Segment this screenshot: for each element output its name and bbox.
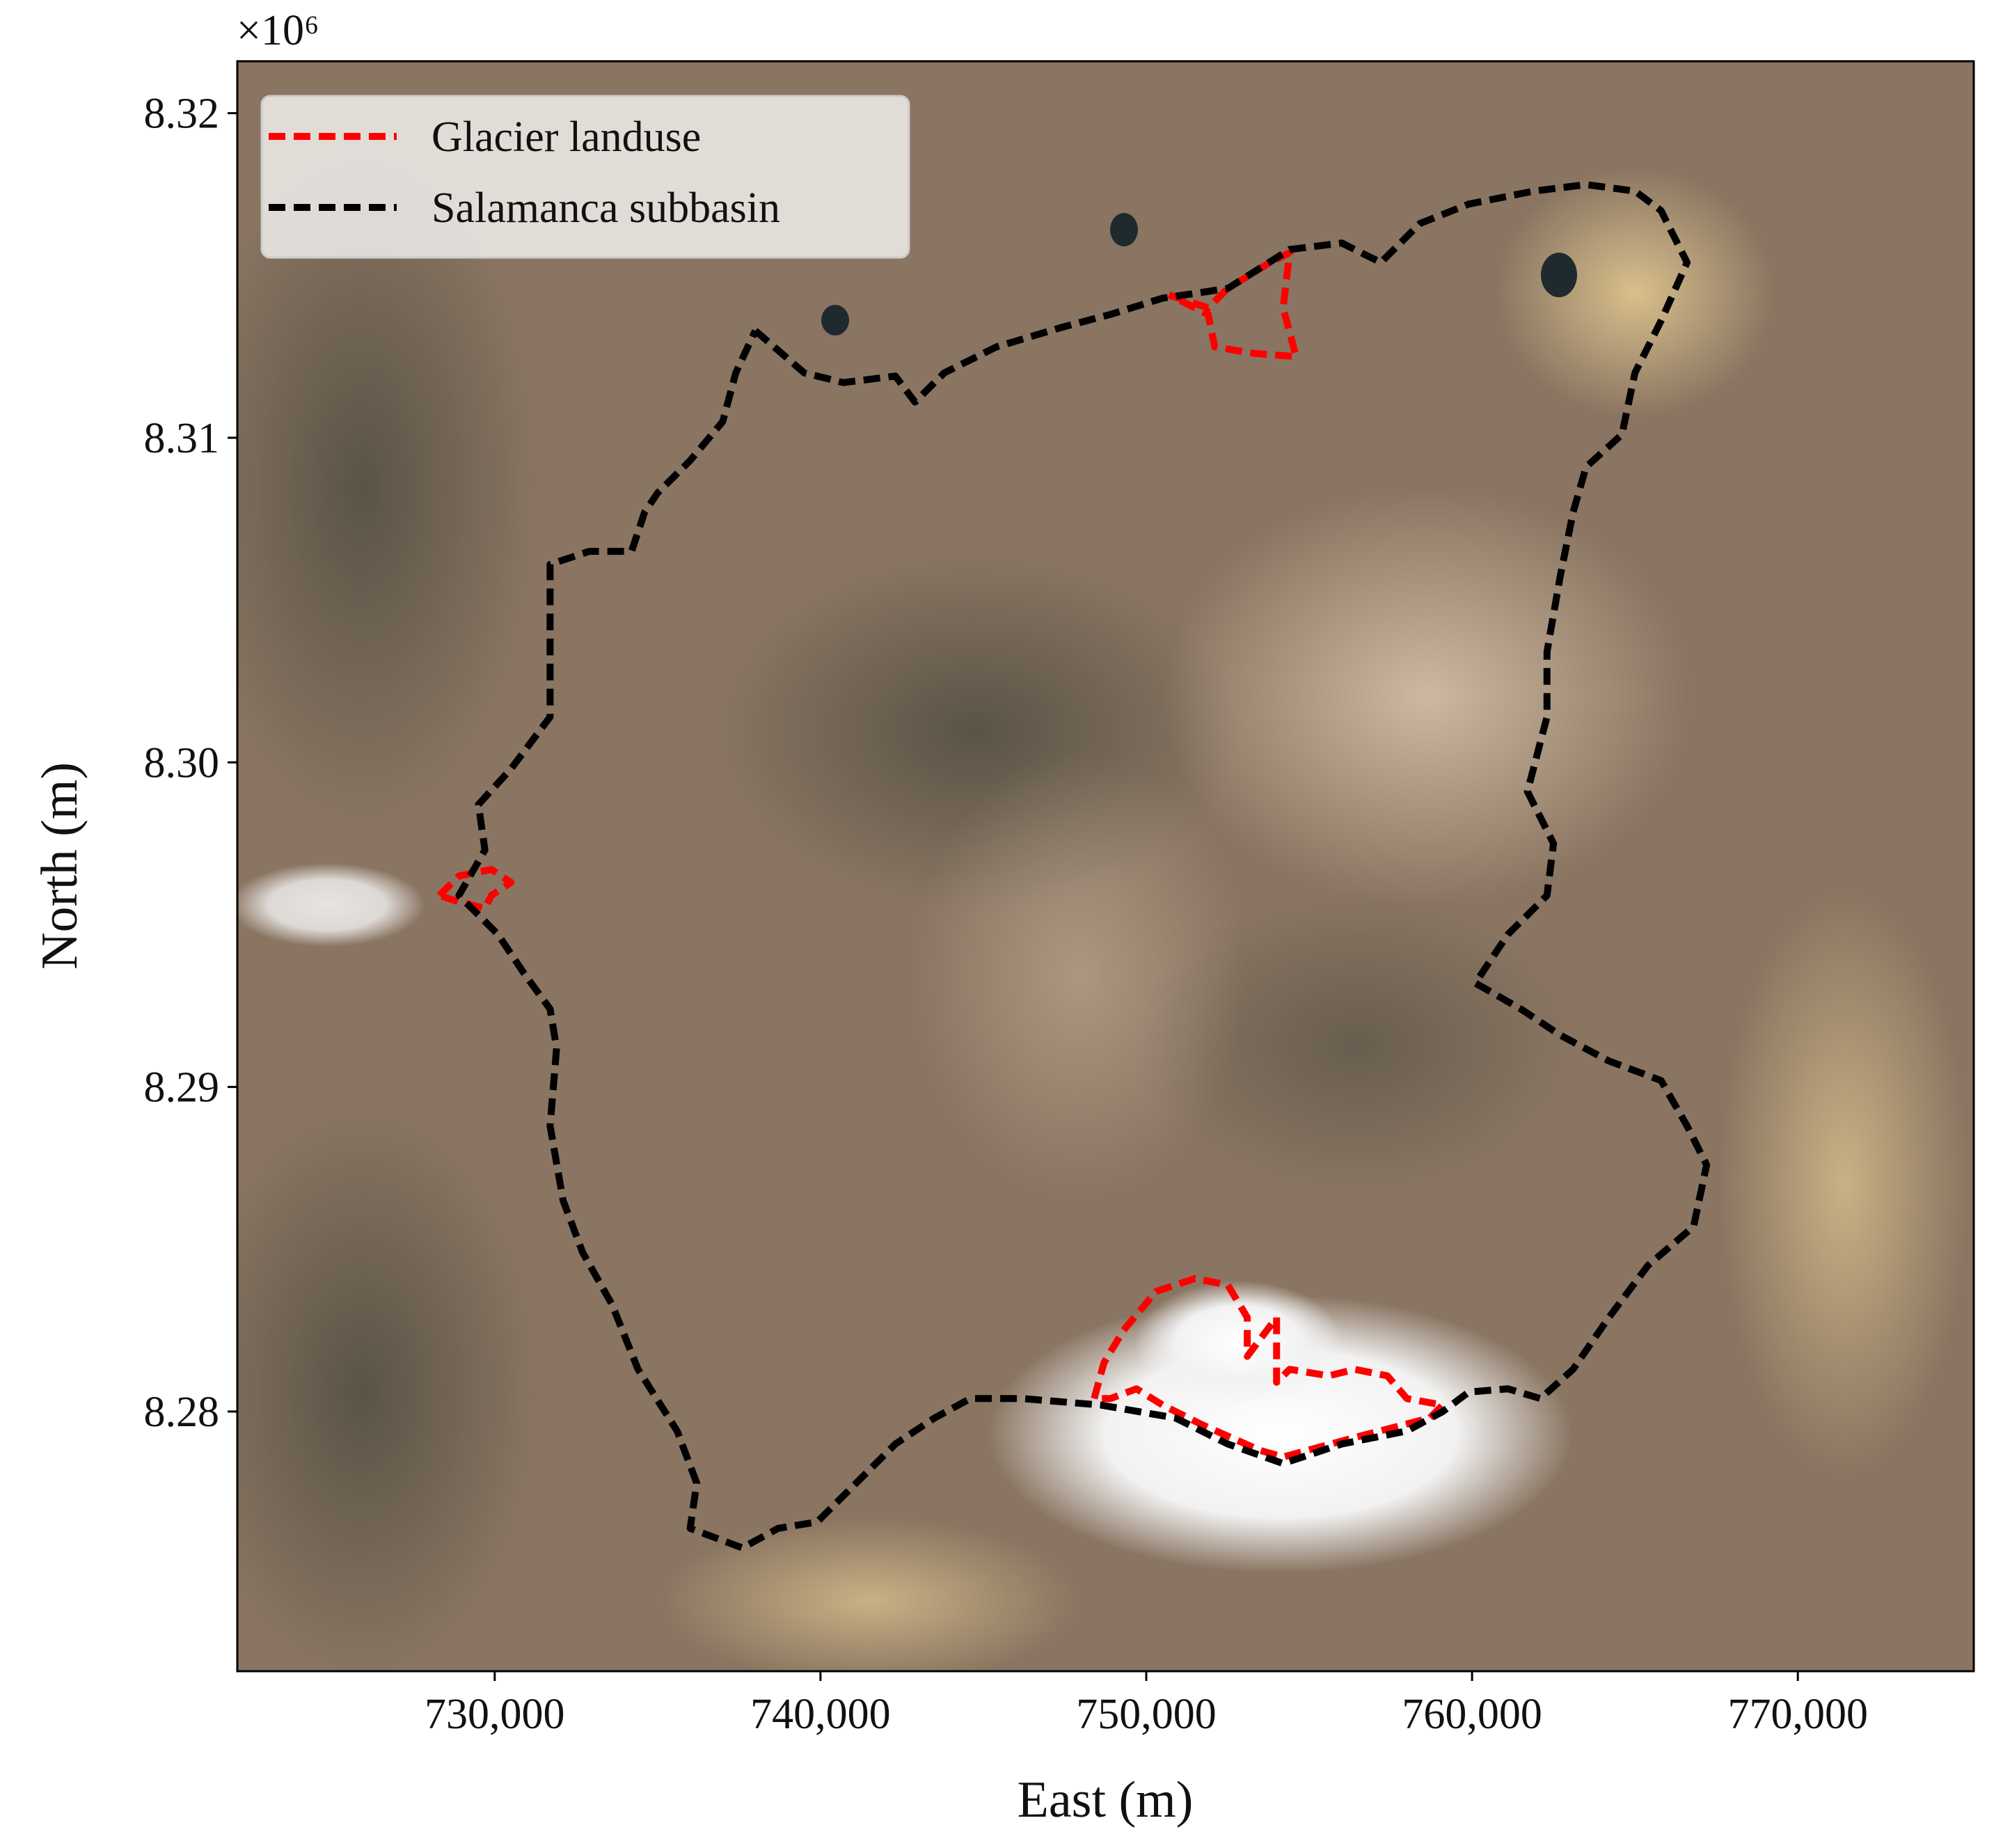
- y-tick-label: 8.32: [144, 90, 220, 138]
- y-axis-label: North (m): [31, 762, 88, 970]
- legend-label: Glacier landuse: [432, 113, 701, 161]
- legend-label: Salamanca subbasin: [432, 184, 780, 232]
- legend-box: [260, 95, 910, 259]
- y-tick-label: 8.30: [144, 739, 220, 787]
- outline-line: [455, 181, 1711, 1551]
- y-tick-label: 8.31: [144, 415, 220, 462]
- x-axis-label: East (m): [1018, 1771, 1194, 1829]
- outline-line: [436, 866, 515, 913]
- satellite-image: [237, 61, 1974, 1671]
- axes: 730,000 740,000 750,000 760,000 770,000 8.28 8…: [144, 90, 1868, 1738]
- plot-frame: [236, 60, 1975, 1673]
- outline-line: [1167, 249, 1300, 361]
- x-tick-label: 740,000: [750, 1691, 891, 1738]
- legend: Glacier landuse Salamanca subbasin: [260, 95, 910, 259]
- x-tick-label: 750,000: [1076, 1691, 1217, 1738]
- outline-line: [1091, 1274, 1446, 1461]
- y-tick-label: 8.29: [144, 1064, 220, 1112]
- x-tick-label: 730,000: [425, 1691, 565, 1738]
- x-tick-label: 760,000: [1402, 1691, 1542, 1738]
- outlines: [436, 181, 1711, 1551]
- y-tick-label: 8.28: [144, 1389, 220, 1436]
- y-offset-label: ×10⁶: [237, 7, 319, 54]
- x-tick-label: 770,000: [1727, 1691, 1868, 1738]
